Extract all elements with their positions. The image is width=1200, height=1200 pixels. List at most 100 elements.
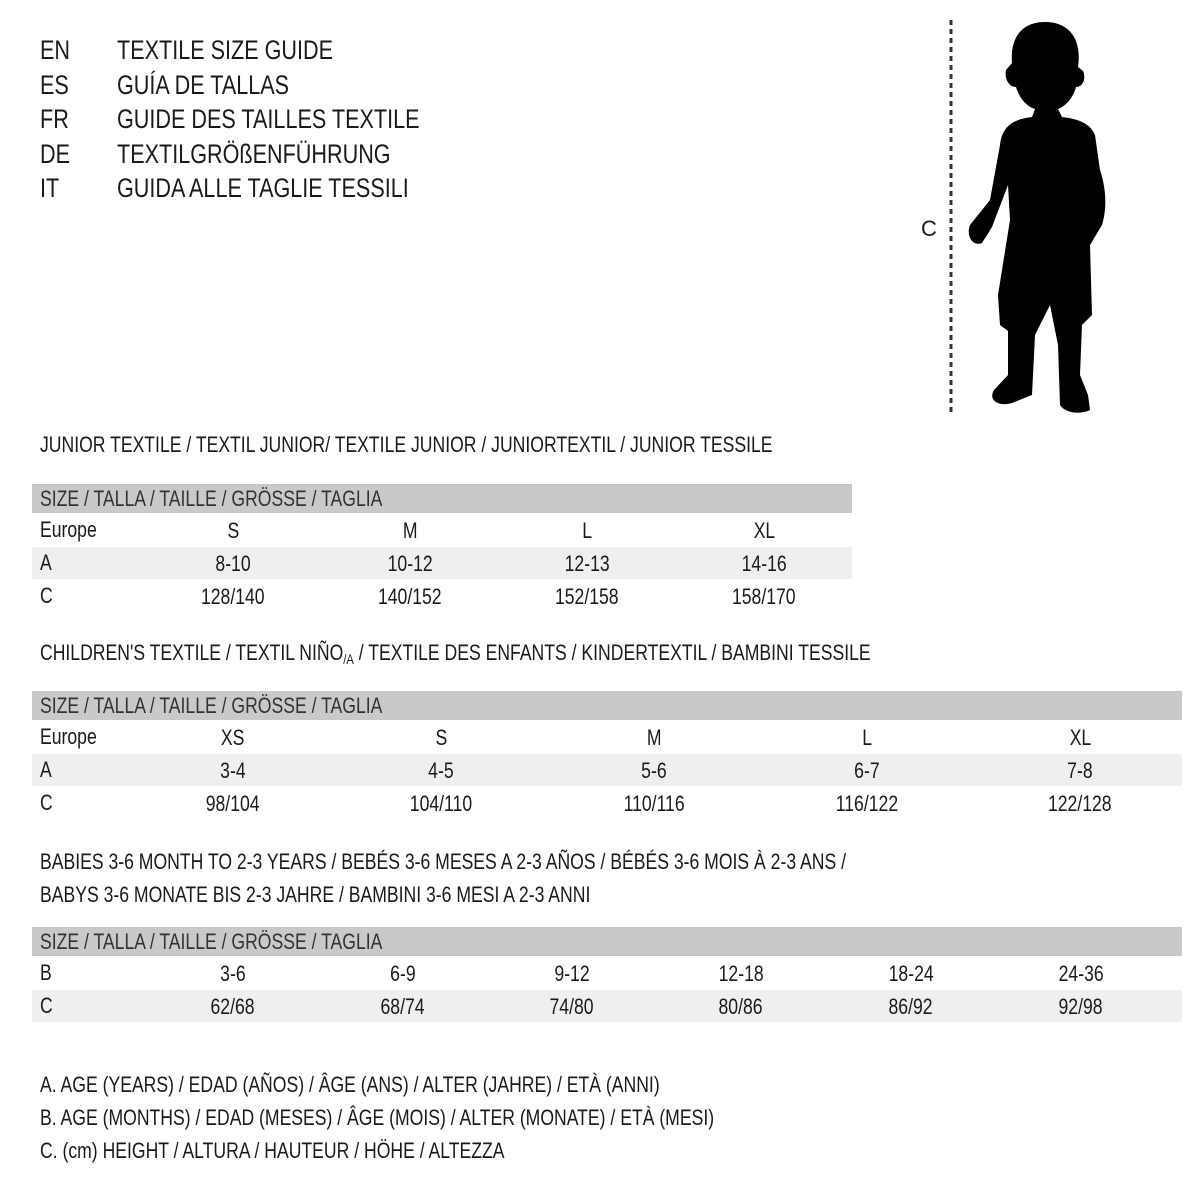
table-cell-text: 10-12 bbox=[387, 551, 433, 576]
size-header-bar: SIZE / TALLA / TAILLE / GRÖSSE / TAGLIA bbox=[32, 484, 852, 513]
table-cell: 62/68 bbox=[153, 991, 313, 1023]
alt-row-bg bbox=[32, 754, 1182, 786]
row-label-text: B bbox=[40, 960, 52, 985]
table-cell: 12-13 bbox=[507, 548, 667, 580]
table-cell-text: L bbox=[862, 725, 872, 750]
row-label-text: C bbox=[40, 790, 53, 815]
table-cell-text: 9-12 bbox=[554, 961, 590, 986]
row-label-text: C bbox=[40, 993, 53, 1018]
row-label: A bbox=[40, 754, 55, 786]
table-cell-text: 98/104 bbox=[206, 791, 260, 816]
row-label-text: Europe bbox=[40, 724, 97, 749]
row-label: C bbox=[40, 580, 56, 612]
table-cell-text: 3-4 bbox=[220, 758, 246, 783]
row-label: C bbox=[40, 787, 56, 819]
legend-item-text: C. (cm) HEIGHT / ALTURA / HAUTEUR / HÖHE… bbox=[40, 1138, 505, 1163]
table-cell-text: 152/158 bbox=[555, 584, 619, 609]
table-cell-text: 140/152 bbox=[378, 584, 442, 609]
table-cell: M bbox=[330, 515, 490, 547]
table-cell: 110/116 bbox=[574, 788, 734, 820]
table-cell: 74/80 bbox=[492, 991, 652, 1023]
children-section-title: CHILDREN'S TEXTILE / TEXTIL NIÑO/A / TEX… bbox=[40, 640, 871, 667]
size-header-bar: SIZE / TALLA / TAILLE / GRÖSSE / TAGLIA bbox=[32, 691, 1182, 720]
table-cell: XL bbox=[684, 515, 844, 547]
size-header-text: SIZE / TALLA / TAILLE / GRÖSSE / TAGLIA bbox=[40, 929, 383, 954]
table-cell: S bbox=[361, 722, 521, 754]
junior-section-title: JUNIOR TEXTILE / TEXTIL JUNIOR/ TEXTILE … bbox=[40, 432, 773, 457]
table-cell: 158/170 bbox=[684, 581, 844, 613]
table-cell-text: 6-9 bbox=[390, 961, 416, 986]
table-cell-text: 80/86 bbox=[718, 994, 764, 1019]
table-cell: 14-16 bbox=[684, 548, 844, 580]
table-cell-text: 116/122 bbox=[835, 791, 899, 816]
table-cell-text: 92/98 bbox=[1058, 994, 1104, 1019]
table-cell: 7-8 bbox=[1000, 755, 1160, 787]
language-title-text: GUÍA DE TALLAS bbox=[117, 69, 290, 100]
table-cell-text: 110/116 bbox=[623, 791, 685, 816]
language-title: GUÍA DE TALLAS bbox=[117, 68, 332, 102]
table-cell-text: 128/140 bbox=[201, 584, 265, 609]
legend-item-text: A. AGE (YEARS) / EDAD (AÑOS) / ÂGE (ANS)… bbox=[40, 1072, 660, 1097]
table-cell: 12-18 bbox=[661, 958, 821, 990]
row-label: B bbox=[40, 957, 55, 989]
table-cell-text: 62/68 bbox=[210, 994, 256, 1019]
table-cell: 10-12 bbox=[330, 548, 490, 580]
row-label: A bbox=[40, 547, 55, 579]
language-code: FR bbox=[40, 102, 76, 136]
table-cell: 98/104 bbox=[153, 788, 313, 820]
language-code-text: ES bbox=[40, 69, 69, 100]
row-label-text: Europe bbox=[40, 517, 97, 542]
table-cell-text: 14-16 bbox=[741, 551, 787, 576]
language-code-text: DE bbox=[40, 138, 71, 169]
table-cell: 122/128 bbox=[1000, 788, 1160, 820]
language-code-text: FR bbox=[40, 104, 69, 134]
table-cell: 6-9 bbox=[323, 958, 483, 990]
table-cell-text: S bbox=[227, 518, 239, 543]
table-cell: 18-24 bbox=[831, 958, 991, 990]
babies-section-title-line2: BABYS 3-6 MONATE BIS 2-3 JAHRE / BAMBINI… bbox=[40, 882, 591, 907]
table-cell: S bbox=[153, 515, 313, 547]
language-title-text: GUIDA ALLE TAGLIE TESSILI bbox=[117, 173, 409, 203]
table-cell: 152/158 bbox=[507, 581, 667, 613]
language-title-text: TEXTILGRÖßENFÜHRUNG bbox=[117, 138, 391, 169]
row-label: C bbox=[40, 990, 56, 1022]
table-cell-text: 158/170 bbox=[732, 584, 796, 609]
child-silhouette-icon bbox=[949, 20, 1106, 415]
table-cell: 24-36 bbox=[1001, 958, 1161, 990]
table-cell-text: 7-8 bbox=[1067, 758, 1093, 783]
table-cell: 92/98 bbox=[1001, 991, 1161, 1023]
language-title: GUIDE DES TAILLES TEXTILE bbox=[117, 102, 495, 136]
table-cell: 4-5 bbox=[361, 755, 521, 787]
language-title-text: GUIDE DES TAILLES TEXTILE bbox=[117, 104, 420, 134]
language-title: TEXTILE SIZE GUIDE bbox=[117, 33, 387, 67]
alt-row-bg bbox=[32, 990, 1182, 1022]
language-title: GUIDA ALLE TAGLIE TESSILI bbox=[117, 171, 482, 205]
table-cell-text: M bbox=[646, 725, 662, 750]
table-cell: 68/74 bbox=[323, 991, 483, 1023]
table-cell-text: M bbox=[402, 518, 418, 543]
table-cell-text: 74/80 bbox=[549, 994, 595, 1019]
table-cell: 140/152 bbox=[330, 581, 490, 613]
table-cell-text: 86/92 bbox=[888, 994, 934, 1019]
table-cell-text: 3-6 bbox=[220, 961, 246, 986]
table-cell: XS bbox=[153, 722, 313, 754]
table-cell: 3-4 bbox=[153, 755, 313, 787]
table-cell: L bbox=[507, 515, 667, 547]
row-label: Europe bbox=[40, 514, 111, 546]
table-cell: 80/86 bbox=[661, 991, 821, 1023]
table-cell: XL bbox=[1000, 722, 1160, 754]
language-title: TEXTILGRÖßENFÜHRUNG bbox=[117, 137, 459, 171]
table-cell-text: 4-5 bbox=[428, 758, 454, 783]
legend-item-text: B. AGE (MONTHS) / EDAD (MESES) / ÂGE (MO… bbox=[40, 1105, 715, 1130]
table-cell-text: 68/74 bbox=[380, 994, 426, 1019]
table-cell-text: XL bbox=[753, 518, 775, 543]
row-label: Europe bbox=[40, 721, 111, 753]
legend-item: B. AGE (MONTHS) / EDAD (MESES) / ÂGE (MO… bbox=[40, 1103, 883, 1133]
table-cell: 3-6 bbox=[153, 958, 313, 990]
table-cell-text: 12-18 bbox=[718, 961, 764, 986]
language-code: DE bbox=[40, 137, 78, 171]
language-code-text: IT bbox=[40, 173, 60, 203]
table-cell-text: 6-7 bbox=[854, 758, 880, 783]
table-cell: L bbox=[787, 722, 947, 754]
height-label: C bbox=[921, 216, 937, 241]
